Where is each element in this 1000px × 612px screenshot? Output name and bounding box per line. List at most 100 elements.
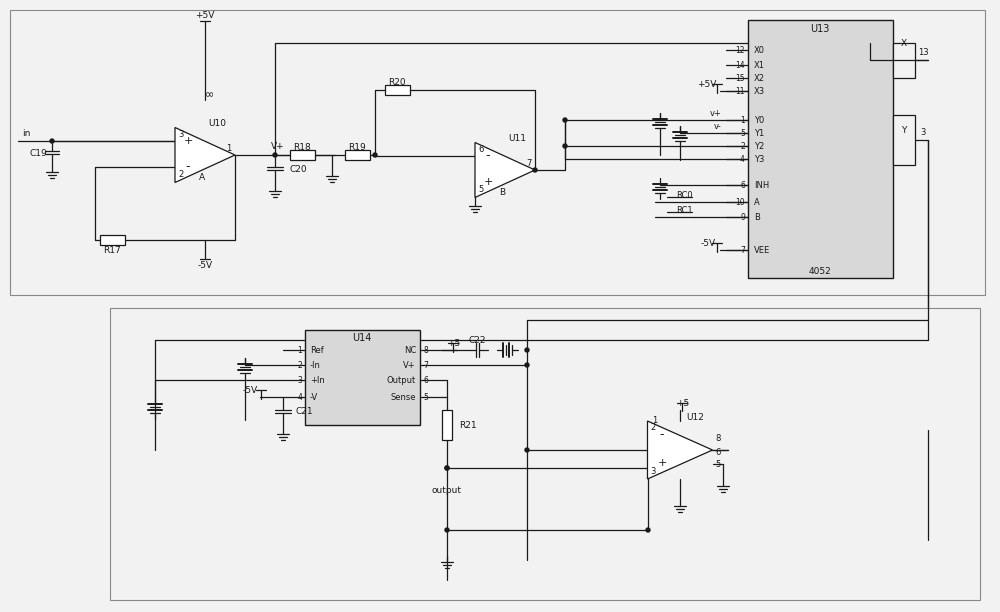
Text: 14: 14: [735, 61, 745, 70]
Text: 12: 12: [736, 45, 745, 54]
Bar: [442, 410, 452, 440]
Bar: [290, 150, 315, 160]
Text: 2: 2: [740, 141, 745, 151]
Text: RC1: RC1: [676, 206, 693, 214]
Text: 2: 2: [178, 170, 184, 179]
Text: 10: 10: [735, 198, 745, 206]
Text: Output: Output: [387, 376, 416, 384]
Text: C20: C20: [289, 165, 307, 173]
Text: 5: 5: [423, 392, 428, 401]
Text: R19: R19: [348, 143, 366, 152]
Text: Y: Y: [901, 125, 907, 135]
Text: C22: C22: [468, 335, 486, 345]
Text: C19: C19: [29, 149, 47, 157]
Polygon shape: [648, 421, 712, 479]
Text: -In: -In: [310, 360, 321, 370]
Polygon shape: [475, 143, 535, 198]
Text: 13: 13: [918, 48, 928, 56]
Text: -: -: [186, 160, 190, 173]
Text: Y2: Y2: [754, 141, 764, 151]
Text: -5V: -5V: [243, 386, 258, 395]
Circle shape: [646, 528, 650, 532]
Text: +In: +In: [310, 376, 325, 384]
Text: 1: 1: [297, 346, 302, 354]
Text: 2: 2: [297, 360, 302, 370]
Text: 5: 5: [478, 184, 484, 193]
Text: output: output: [432, 485, 462, 494]
Circle shape: [50, 139, 54, 143]
Bar: [385, 85, 410, 95]
Text: RC0: RC0: [676, 190, 693, 200]
Bar: [10, 10, 985, 295]
Text: -5V: -5V: [197, 261, 213, 269]
Text: ∞: ∞: [204, 90, 214, 100]
Text: R18: R18: [293, 143, 311, 152]
Circle shape: [373, 153, 377, 157]
Text: v-: v-: [714, 122, 722, 130]
Bar: [893, 115, 915, 165]
Text: 6: 6: [740, 181, 745, 190]
Circle shape: [445, 528, 449, 532]
Text: U12: U12: [686, 412, 704, 422]
Text: v+: v+: [710, 108, 722, 118]
Text: C21: C21: [295, 406, 313, 416]
Text: 6: 6: [423, 376, 428, 384]
Text: V+: V+: [403, 360, 416, 370]
Text: U13: U13: [810, 24, 830, 34]
Text: X: X: [901, 39, 907, 48]
Text: 7: 7: [423, 360, 428, 370]
Bar: [893, 43, 915, 78]
Text: R20: R20: [388, 78, 406, 86]
Text: 6: 6: [715, 447, 720, 457]
Text: 1: 1: [740, 116, 745, 124]
Bar: [305, 330, 420, 425]
Text: INH: INH: [754, 181, 769, 190]
Text: 4: 4: [740, 154, 745, 163]
Bar: [748, 20, 893, 278]
Text: A: A: [754, 198, 760, 206]
Text: 7: 7: [526, 159, 532, 168]
Text: 11: 11: [736, 86, 745, 95]
Text: 15: 15: [735, 73, 745, 83]
Circle shape: [445, 466, 449, 470]
Text: 3: 3: [650, 466, 656, 476]
Text: U11: U11: [508, 133, 526, 143]
Text: 7: 7: [740, 245, 745, 255]
Text: X0: X0: [754, 45, 765, 54]
Text: 8: 8: [423, 346, 428, 354]
Text: Sense: Sense: [390, 392, 416, 401]
Text: 8: 8: [715, 433, 720, 442]
Text: -V: -V: [310, 392, 318, 401]
Text: 4: 4: [297, 392, 302, 401]
Circle shape: [525, 448, 529, 452]
Text: X2: X2: [754, 73, 765, 83]
Circle shape: [445, 466, 449, 470]
Text: A: A: [199, 173, 205, 182]
Text: +5: +5: [447, 338, 461, 348]
Text: 1: 1: [652, 416, 658, 425]
Text: -: -: [660, 428, 664, 441]
Circle shape: [525, 363, 529, 367]
Text: 1: 1: [226, 143, 232, 152]
Bar: [100, 235, 125, 245]
Text: X1: X1: [754, 61, 765, 70]
Polygon shape: [175, 127, 235, 182]
Text: V+: V+: [271, 141, 285, 151]
Text: in: in: [22, 129, 30, 138]
Text: +: +: [483, 177, 493, 187]
Text: 4052: 4052: [809, 266, 831, 275]
Text: Y0: Y0: [754, 116, 764, 124]
Text: 3: 3: [297, 376, 302, 384]
Text: Y3: Y3: [754, 154, 764, 163]
Circle shape: [525, 348, 529, 352]
Text: 5: 5: [740, 129, 745, 138]
Circle shape: [273, 153, 277, 157]
Text: U10: U10: [208, 119, 226, 127]
Text: Ref: Ref: [310, 346, 324, 354]
Text: +: +: [657, 458, 667, 468]
Text: -5V: -5V: [701, 239, 716, 247]
Text: +5V: +5V: [697, 80, 716, 89]
Text: 3: 3: [178, 130, 184, 138]
Circle shape: [533, 168, 537, 172]
Text: NC: NC: [404, 346, 416, 354]
